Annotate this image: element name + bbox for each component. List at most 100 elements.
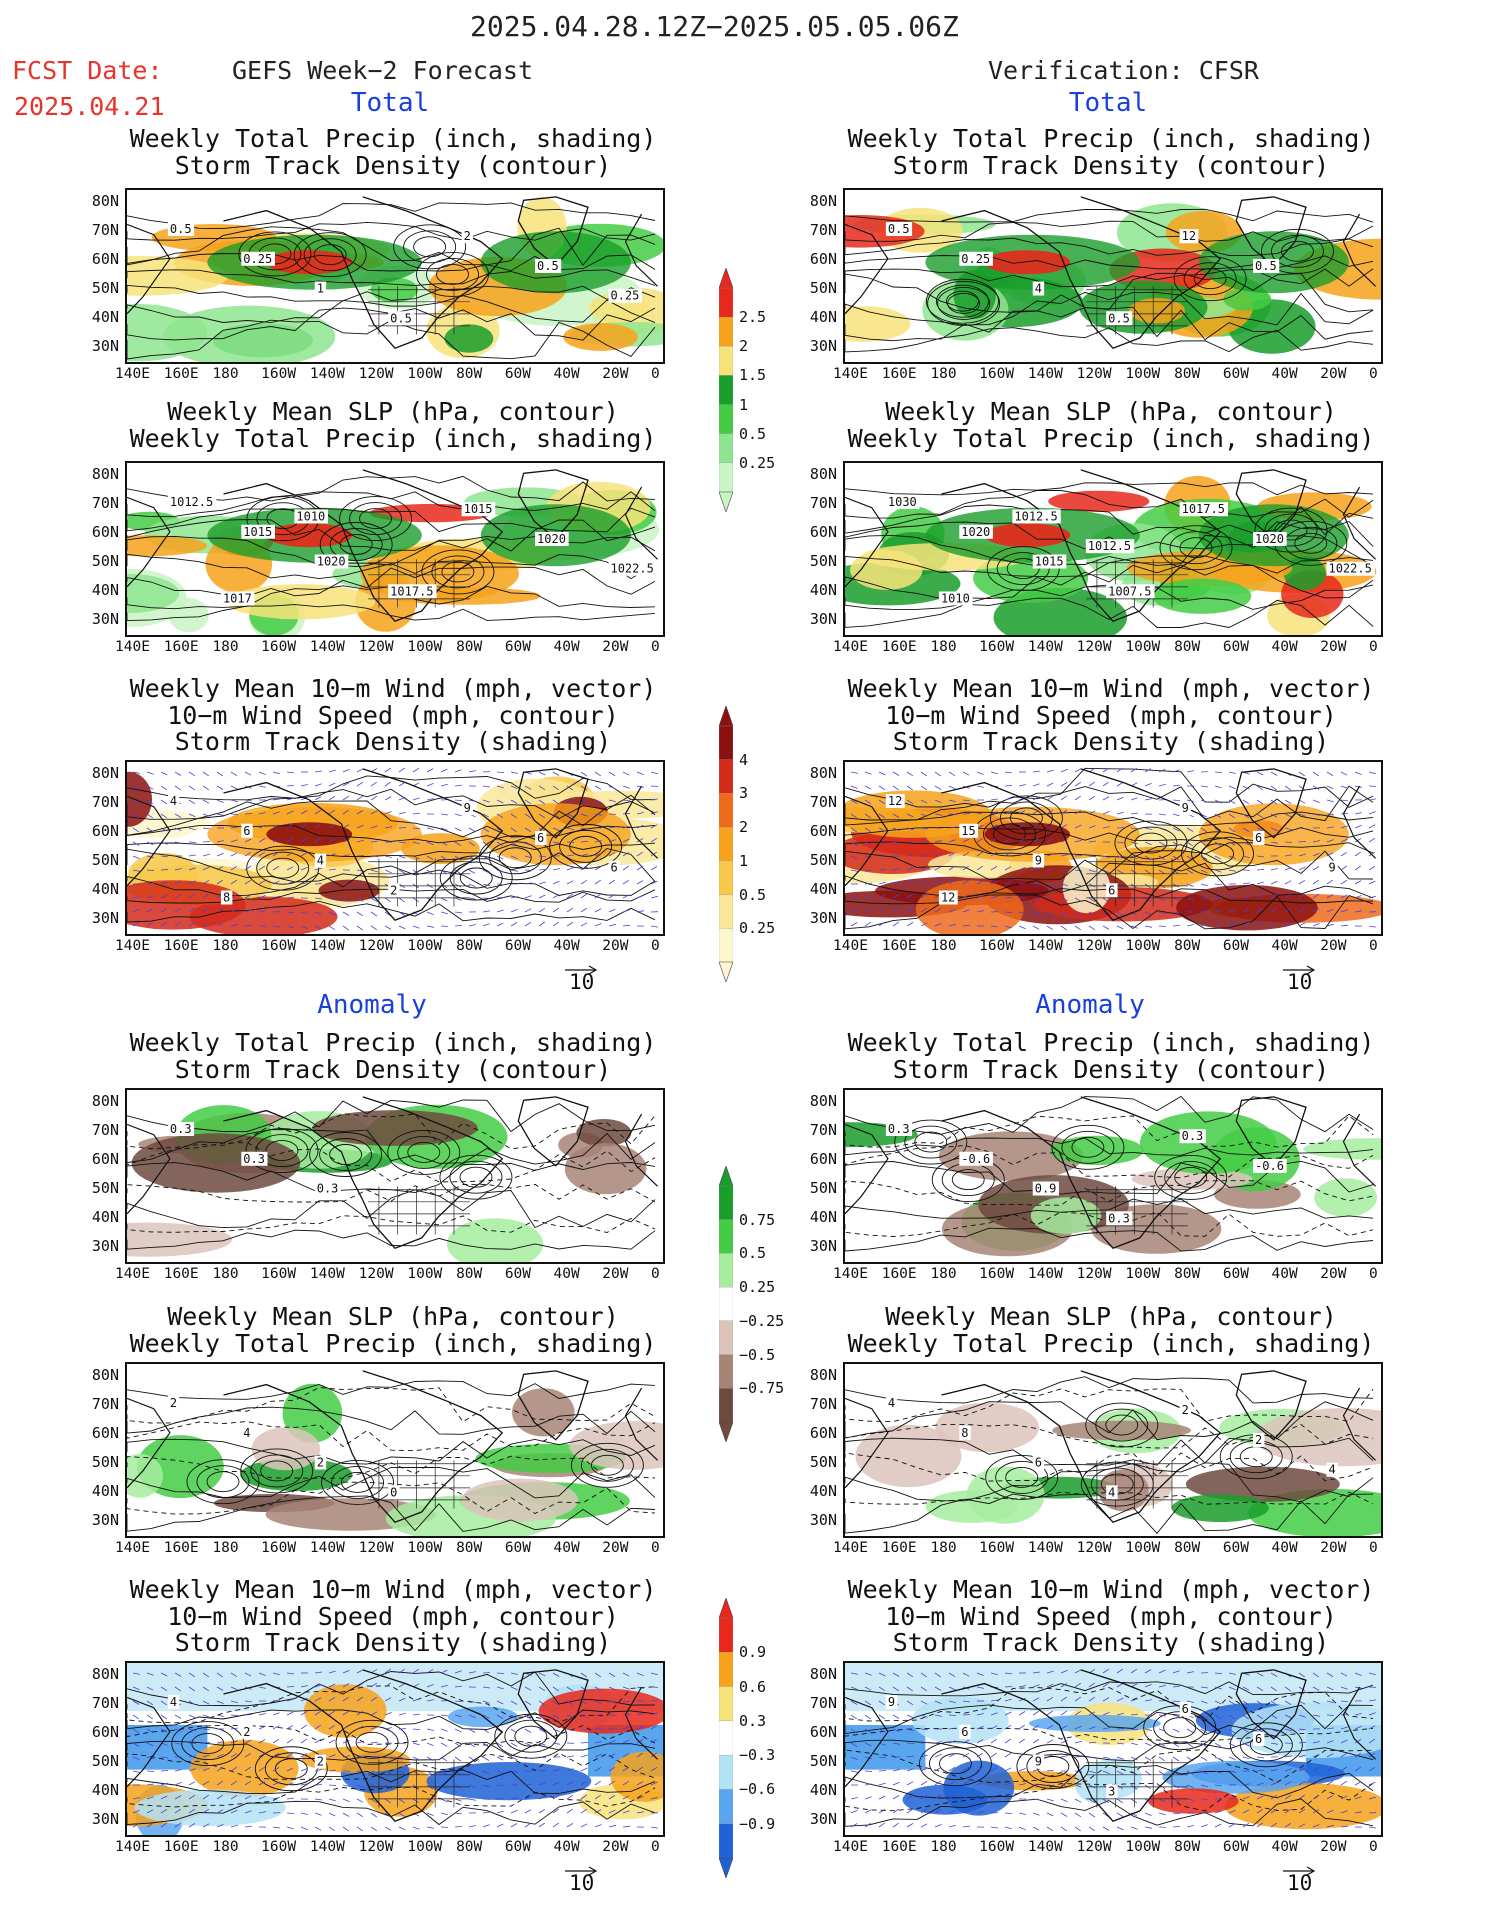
contour-label: 6: [243, 824, 250, 838]
lon-label: 0: [651, 1540, 660, 1556]
contour-label: 9: [1035, 1755, 1042, 1769]
contour-label: 0.3: [1108, 1211, 1130, 1225]
lat-label: 80N: [91, 764, 119, 782]
lon-label: 80W: [456, 639, 483, 655]
lon-label: 80W: [456, 1540, 483, 1556]
fcst-label: FCST Date:: [12, 56, 163, 85]
colorbar-top-tip: [718, 1597, 734, 1619]
lat-label: 30N: [809, 1237, 837, 1255]
contour-label-bg: [885, 794, 905, 808]
contour-label-bg: [167, 495, 217, 509]
lon-label: 160E: [881, 1266, 917, 1282]
contour-label-bg: [1253, 531, 1287, 546]
panel-title-slp_precip: Weekly Mean SLP (hPa, contour) Weekly Tot…: [848, 398, 1375, 452]
lon-label: 0: [651, 938, 660, 954]
colorbar-label: 0.5: [739, 1244, 767, 1263]
contour-label: 12: [941, 890, 955, 904]
lat-label: 40N: [809, 880, 837, 898]
panel-title-line: Weekly Total Precip (inch, shading): [129, 124, 657, 153]
lat-label: 50N: [91, 552, 119, 570]
lon-label: 140W: [309, 1266, 345, 1282]
lat-label: 40N: [91, 1208, 119, 1226]
lon-label: 60W: [1222, 1540, 1250, 1556]
lon-label: 40W: [553, 639, 580, 655]
contour-label-bg: [1106, 883, 1118, 898]
contour-label: 0.5: [1108, 311, 1130, 325]
lat-label: 30N: [809, 1511, 837, 1529]
lon-label: 160W: [261, 1266, 297, 1282]
panel-title-line: Weekly Total Precip (inch, shading): [129, 1028, 657, 1057]
contour-label-bg: [1179, 502, 1229, 517]
lat-label: 30N: [91, 1511, 119, 1529]
contour-label: 1020: [317, 555, 346, 569]
lat-label: 50N: [91, 279, 119, 297]
lon-label: 140E: [115, 1540, 150, 1556]
lon-label: 140E: [833, 639, 868, 655]
panel-graphics: 2 4 2 0: [127, 1370, 663, 1536]
contour-label-bg: [314, 1455, 327, 1470]
lon-label: 20W: [1320, 1839, 1347, 1855]
colorbar-bottom-tip: [718, 1857, 734, 1879]
lat-label: 80N: [91, 1366, 119, 1384]
contour-label: 6: [1035, 1456, 1042, 1470]
lat-label: 80N: [91, 1092, 119, 1110]
lon-label: 100W: [407, 366, 443, 382]
lat-label: 40N: [809, 308, 837, 326]
colorbar-bottom-tip: [718, 1421, 734, 1443]
panel-title-line: Storm Track Density (contour): [892, 150, 1330, 180]
colorbar-swatch: [718, 316, 734, 347]
lon-label: 80W: [456, 938, 483, 954]
lon-label: 100W: [407, 1540, 443, 1556]
contour-label: 0.25: [243, 252, 272, 266]
lat-label: 70N: [91, 1694, 119, 1712]
lon-label: 140W: [309, 1839, 345, 1855]
panel-graphics: 0.3 -0.6 0.9 0.3 0.3 -0.6: [845, 1095, 1381, 1257]
lon-label: 140W: [1027, 938, 1063, 954]
lon-label: 140W: [1027, 1266, 1063, 1282]
contour-label: 6: [1255, 831, 1262, 845]
lat-label: 80N: [91, 192, 119, 210]
panel-graphics: 0.5 0.25 4 0.5 12 0.5: [845, 196, 1381, 354]
map-panel-verification-total-precip_track: 0.5 0.25 4 0.5 12 0.5: [843, 188, 1383, 364]
contour-label: 12: [888, 794, 902, 808]
lat-label: 70N: [91, 494, 119, 512]
contour-label: 0.3: [888, 1122, 910, 1136]
contour-label: 4: [170, 794, 177, 808]
contour-label-bg: [959, 1425, 971, 1440]
colorbar-top-tip: [718, 267, 734, 289]
lat-label: 80N: [809, 1366, 837, 1384]
lon-label: 80W: [1174, 938, 1201, 954]
colorbar-label: 2: [739, 818, 749, 837]
lon-label: 180: [212, 1540, 239, 1556]
lon-label: 160W: [979, 1540, 1015, 1556]
contour-label-bg: [1012, 509, 1061, 524]
panel-title-slp_precip: Weekly Mean SLP (hPa, contour) Weekly Tot…: [848, 1303, 1375, 1357]
map-panel-verification-anomaly-precip_track: 0.3 -0.6 0.9 0.3 0.3 -0.6: [843, 1088, 1383, 1264]
vector-reference-label: 10: [569, 970, 595, 994]
lat-label: 70N: [91, 221, 119, 239]
lon-label: 20W: [1320, 938, 1347, 954]
contour-label-bg: [314, 1181, 341, 1196]
lon-label: 180: [930, 938, 957, 954]
contour-label: -0.6: [1255, 1159, 1284, 1173]
lon-label: 80W: [1174, 639, 1201, 655]
lon-label: 60W: [504, 1266, 532, 1282]
lon-label: 140W: [309, 938, 345, 954]
colorbar-label: −0.3: [739, 1746, 776, 1765]
lon-label: 100W: [407, 639, 443, 655]
colorbar-svg: [718, 705, 734, 983]
colorbar-svg: [718, 1165, 734, 1443]
lat-label: 50N: [809, 279, 837, 297]
vector-reference-label: 10: [1287, 1871, 1313, 1895]
lon-label: 140E: [115, 366, 150, 382]
contour-label: 2: [464, 229, 471, 243]
contour-label: 0.5: [170, 222, 192, 236]
map-svg: 1030 1020 1015 1007.5 1017.5 1020 1022.5 1010 10…: [845, 469, 1377, 635]
lat-label: 50N: [809, 1179, 837, 1197]
contour-label: 1022.5: [1328, 562, 1371, 576]
lon-label: 0: [1369, 1839, 1378, 1855]
lon-label: 40W: [553, 366, 580, 382]
map-panel-verification-anomaly-wind_track: 9 6 9 3 6 6: [843, 1661, 1383, 1837]
contour-label-bg: [1106, 311, 1133, 326]
contour-label: 9: [464, 801, 471, 815]
